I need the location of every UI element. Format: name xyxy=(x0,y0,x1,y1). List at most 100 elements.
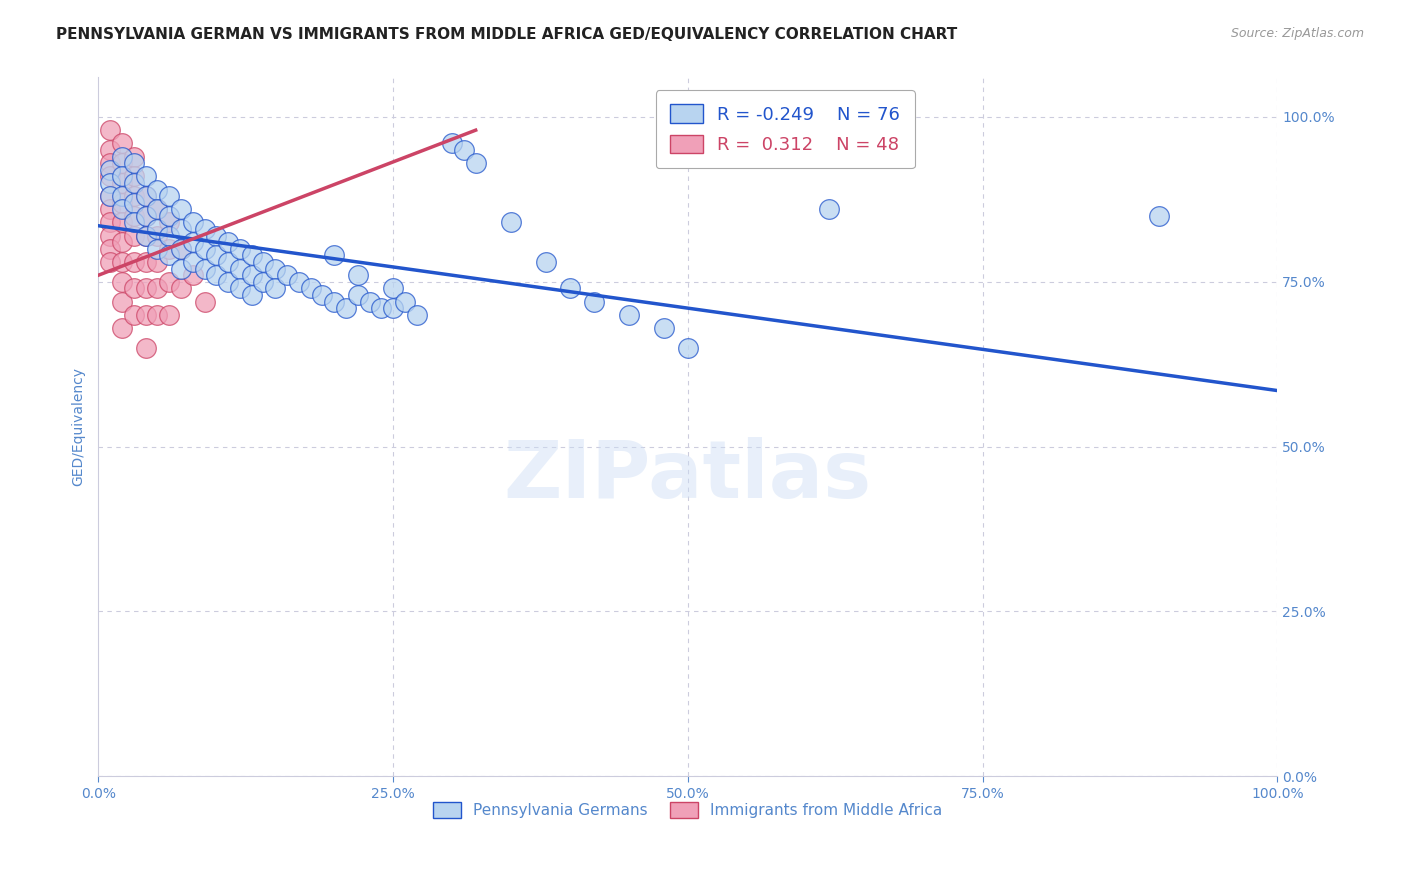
Point xyxy=(157,215,180,229)
Point xyxy=(111,156,134,170)
Point xyxy=(359,294,381,309)
Point xyxy=(252,275,274,289)
Point xyxy=(181,235,204,250)
Point xyxy=(405,308,427,322)
Point xyxy=(370,301,392,315)
Point xyxy=(276,268,298,283)
Text: Source: ZipAtlas.com: Source: ZipAtlas.com xyxy=(1230,27,1364,40)
Point xyxy=(157,189,180,203)
Point xyxy=(240,288,263,302)
Point xyxy=(193,222,215,236)
Point xyxy=(122,176,145,190)
Point xyxy=(499,215,522,229)
Point xyxy=(652,321,675,335)
Point xyxy=(193,242,215,256)
Point xyxy=(111,255,134,269)
Point xyxy=(181,215,204,229)
Point xyxy=(146,308,169,322)
Point xyxy=(558,281,581,295)
Point xyxy=(135,209,157,223)
Point xyxy=(193,294,215,309)
Point xyxy=(252,255,274,269)
Point xyxy=(122,195,145,210)
Point xyxy=(229,242,252,256)
Point xyxy=(264,261,287,276)
Point xyxy=(98,215,121,229)
Point xyxy=(240,268,263,283)
Point xyxy=(122,189,145,203)
Point xyxy=(135,189,157,203)
Point xyxy=(205,248,228,262)
Point xyxy=(394,294,416,309)
Point xyxy=(1149,209,1171,223)
Point xyxy=(135,281,157,295)
Point xyxy=(170,281,193,295)
Point xyxy=(170,222,193,236)
Point xyxy=(346,288,368,302)
Point xyxy=(146,242,169,256)
Y-axis label: GED/Equivalency: GED/Equivalency xyxy=(72,368,86,486)
Point xyxy=(98,189,121,203)
Point xyxy=(98,123,121,137)
Point xyxy=(335,301,357,315)
Point xyxy=(146,202,169,217)
Point xyxy=(111,136,134,151)
Point xyxy=(170,242,193,256)
Point xyxy=(441,136,464,151)
Point xyxy=(382,281,405,295)
Point xyxy=(170,261,193,276)
Point xyxy=(157,228,180,243)
Point xyxy=(299,281,322,295)
Point xyxy=(122,169,145,184)
Point xyxy=(217,275,239,289)
Point xyxy=(98,143,121,157)
Point xyxy=(111,176,134,190)
Point xyxy=(98,202,121,217)
Point xyxy=(135,209,157,223)
Point xyxy=(111,215,134,229)
Point xyxy=(146,281,169,295)
Point xyxy=(346,268,368,283)
Point xyxy=(536,255,558,269)
Point xyxy=(229,281,252,295)
Point xyxy=(157,308,180,322)
Point xyxy=(122,209,145,223)
Point xyxy=(98,255,121,269)
Point xyxy=(157,242,180,256)
Point xyxy=(122,308,145,322)
Point xyxy=(98,176,121,190)
Point xyxy=(193,261,215,276)
Point xyxy=(205,228,228,243)
Point xyxy=(122,156,145,170)
Point xyxy=(111,195,134,210)
Point xyxy=(98,242,121,256)
Point xyxy=(464,156,486,170)
Point xyxy=(157,248,180,262)
Point xyxy=(135,255,157,269)
Point xyxy=(146,255,169,269)
Point xyxy=(98,156,121,170)
Point xyxy=(181,255,204,269)
Point xyxy=(229,261,252,276)
Point xyxy=(135,308,157,322)
Point xyxy=(582,294,605,309)
Point xyxy=(157,275,180,289)
Point xyxy=(146,182,169,196)
Point xyxy=(111,149,134,163)
Point xyxy=(311,288,333,302)
Point xyxy=(157,209,180,223)
Text: PENNSYLVANIA GERMAN VS IMMIGRANTS FROM MIDDLE AFRICA GED/EQUIVALENCY CORRELATION: PENNSYLVANIA GERMAN VS IMMIGRANTS FROM M… xyxy=(56,27,957,42)
Point xyxy=(217,255,239,269)
Point xyxy=(98,169,121,184)
Point xyxy=(170,202,193,217)
Point xyxy=(98,162,121,177)
Point xyxy=(170,242,193,256)
Point xyxy=(288,275,311,289)
Point xyxy=(205,268,228,283)
Point xyxy=(135,169,157,184)
Point xyxy=(240,248,263,262)
Point xyxy=(111,189,134,203)
Point xyxy=(453,143,475,157)
Point xyxy=(122,149,145,163)
Point xyxy=(323,248,346,262)
